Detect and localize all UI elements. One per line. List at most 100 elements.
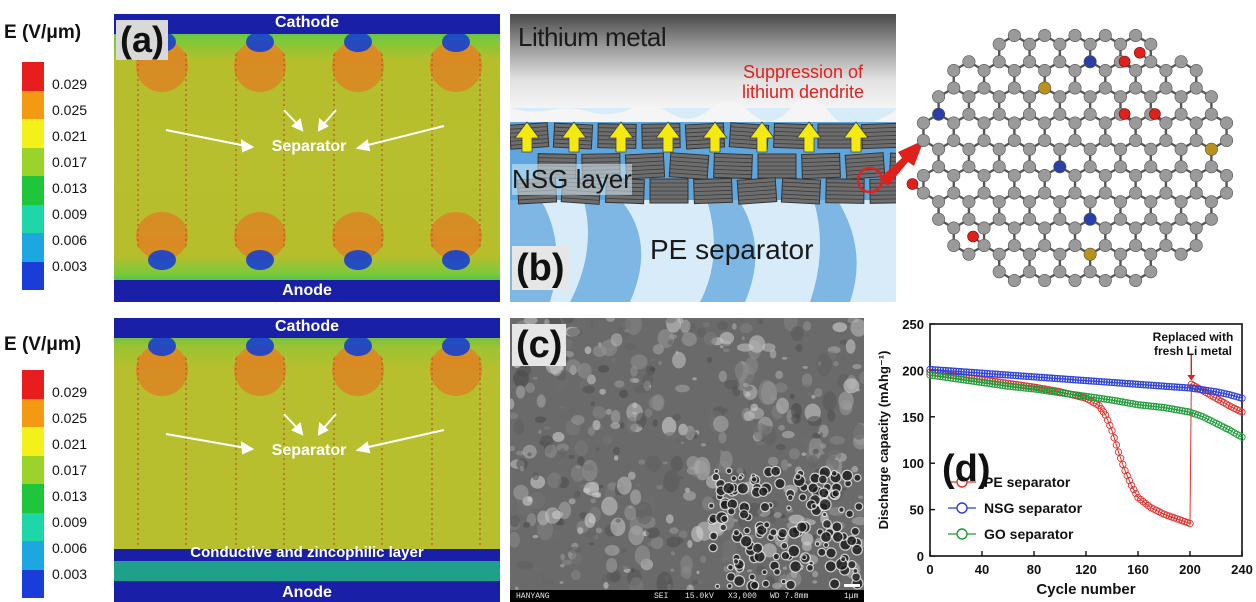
colorbar-tick: 0.025 (52, 410, 88, 426)
sem-grain (626, 416, 638, 434)
series-point (1082, 376, 1090, 385)
series-line (929, 369, 1243, 399)
sem-grain (513, 484, 529, 500)
sem-pore (769, 528, 778, 537)
colorbar-swatch (22, 147, 44, 176)
nsg-flake (693, 177, 733, 205)
series-point (960, 368, 968, 376)
electrolyte-gap (114, 561, 500, 581)
series-point (978, 369, 986, 377)
nsg-flake-line (738, 193, 777, 197)
series-point (1183, 408, 1192, 416)
sem-pore (713, 468, 720, 474)
sem-grain (510, 398, 515, 410)
sem-grain (531, 584, 535, 589)
carbon-atom (1098, 169, 1112, 183)
nsg-flake-line (782, 181, 821, 185)
series-point (1134, 401, 1142, 409)
sem-grain (584, 346, 592, 355)
series-point (999, 371, 1007, 379)
sem-grain (556, 443, 569, 452)
series-point (1045, 374, 1054, 382)
sem-pore (774, 477, 786, 490)
nitrogen-atom (1083, 212, 1097, 226)
sem-grain (700, 443, 707, 447)
replaced-annotation-line: fresh Li metal (1153, 344, 1233, 358)
sem-grain (527, 452, 532, 457)
sem-pore (817, 474, 828, 485)
sem-grain (801, 533, 814, 546)
colorbar-tick: 0.021 (52, 128, 88, 144)
sem-grain (774, 382, 788, 393)
carbon-atom (1083, 37, 1097, 51)
series-point (1168, 405, 1176, 413)
sem-grain (718, 370, 727, 382)
sem-grain (610, 357, 616, 364)
sem-pore (777, 527, 788, 539)
carbon-atom (1053, 90, 1067, 104)
nsg-flake-line (693, 185, 732, 189)
sem-pore (787, 544, 801, 558)
series-point (1123, 379, 1132, 388)
sem-pore (711, 472, 721, 482)
sem-grain (595, 527, 603, 534)
series-point (960, 376, 968, 384)
sem-grain (638, 459, 646, 465)
carbon-atom (1174, 142, 1188, 156)
series-point (1087, 377, 1095, 385)
carbon-atom (1038, 186, 1052, 200)
sem-grain (539, 573, 547, 579)
sem-pore (763, 521, 771, 529)
sem-pore (732, 528, 741, 537)
series-point (1032, 385, 1041, 393)
sem-grain (523, 522, 531, 528)
nsg-flake-line (626, 172, 665, 176)
sem-grain (723, 348, 730, 353)
nsg-flake-line (825, 194, 864, 196)
series-point (1006, 371, 1015, 379)
carbon-atom (1144, 212, 1158, 226)
sem-pore (739, 534, 753, 548)
carbon-atom (1007, 239, 1021, 253)
sem-grain (588, 481, 599, 492)
nsg-flake-line (781, 193, 820, 197)
sem-pore (825, 547, 837, 559)
series-point (1108, 427, 1116, 435)
carbon-atom (1098, 28, 1112, 42)
sem-grain (582, 459, 598, 482)
sem-grain (696, 327, 707, 337)
sem-pore (796, 521, 808, 533)
series-point (1131, 380, 1140, 388)
series-point (1181, 384, 1189, 392)
ion-flux-arrow (608, 121, 634, 153)
sem-grain (746, 569, 753, 573)
series-point (1103, 395, 1111, 404)
carbon-atom (1053, 37, 1067, 51)
sem-grain (559, 564, 565, 568)
legend-marker (956, 502, 968, 514)
series-point (1130, 485, 1138, 494)
sem-pore (841, 469, 854, 482)
x-tick-label: 0 (926, 562, 933, 577)
sem-pore (838, 506, 845, 514)
sem-grain (683, 490, 696, 501)
nsg-flake-line (670, 156, 709, 160)
carbon-atom (1068, 186, 1082, 200)
field-lowspot (344, 32, 372, 52)
carbon-atom (977, 169, 991, 183)
series-point (1045, 387, 1054, 395)
carbon-atom (1144, 247, 1158, 261)
series-point (1160, 382, 1168, 390)
colorbar-a (22, 62, 44, 290)
series-point (928, 371, 937, 380)
sem-grain (827, 449, 842, 462)
field-lowspot (246, 250, 274, 270)
simulation-panel-a: Cathode Anode Separator (a) (114, 14, 500, 302)
carbon-atom (1098, 186, 1112, 200)
sem-grain (769, 396, 778, 401)
series-point (941, 373, 950, 381)
series-point (1157, 382, 1166, 390)
series-point (1019, 384, 1028, 392)
series-point (947, 374, 955, 382)
ion-flux-arrow (702, 121, 728, 153)
